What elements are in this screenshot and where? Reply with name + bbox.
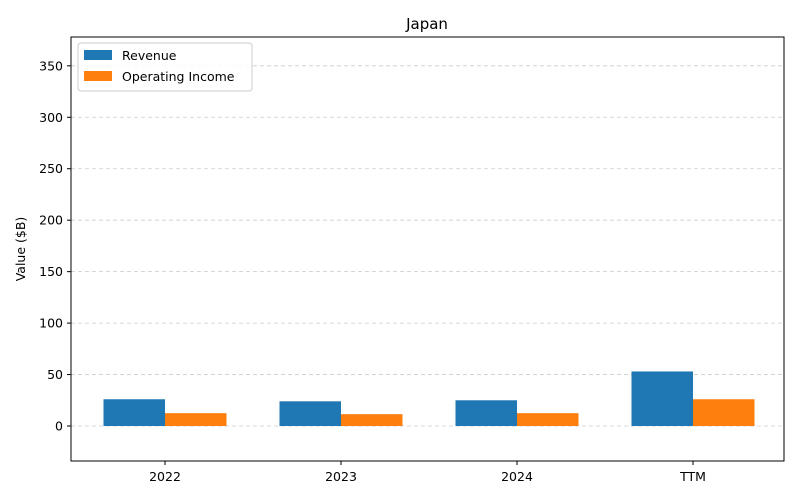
y-tick-label: 50 — [47, 367, 63, 382]
y-tick-label: 350 — [39, 58, 63, 73]
bars — [103, 371, 755, 427]
bar-operating-income-2023 — [341, 414, 403, 427]
x-tick-label: 2023 — [325, 469, 357, 484]
bar-operating-income-ttm — [693, 399, 755, 427]
legend-swatch — [84, 71, 112, 81]
x-tick-label: 2024 — [501, 469, 533, 484]
y-tick-label: 0 — [55, 419, 63, 434]
legend-label: Revenue — [122, 48, 177, 63]
y-axis-ticks: 0 50 100 150 200 250 300 350 — [39, 58, 71, 434]
x-axis-ticks: 2022 2023 2024 TTM — [149, 461, 706, 484]
y-tick-label: 300 — [39, 110, 63, 125]
y-tick-label: 200 — [39, 213, 63, 228]
legend-swatch — [84, 50, 112, 60]
y-axis-label: Value ($B) — [13, 217, 28, 282]
bar-revenue-ttm — [631, 371, 693, 427]
bar-operating-income-2022 — [165, 413, 227, 427]
bar-revenue-2023 — [279, 401, 341, 427]
bar-revenue-2022 — [103, 399, 165, 427]
chart-title: Japan — [405, 15, 448, 33]
bar-operating-income-2024 — [517, 413, 579, 427]
bar-revenue-2024 — [455, 400, 517, 427]
y-tick-label: 250 — [39, 161, 63, 176]
y-tick-label: 150 — [39, 264, 63, 279]
plot-frame — [70, 36, 785, 462]
legend-box — [77, 42, 253, 92]
x-tick-label: 2022 — [149, 469, 181, 484]
legend: Revenue Operating Income — [77, 42, 253, 92]
y-tick-label: 100 — [39, 316, 63, 331]
x-tick-label: TTM — [679, 469, 706, 484]
legend-label: Operating Income — [122, 69, 235, 84]
